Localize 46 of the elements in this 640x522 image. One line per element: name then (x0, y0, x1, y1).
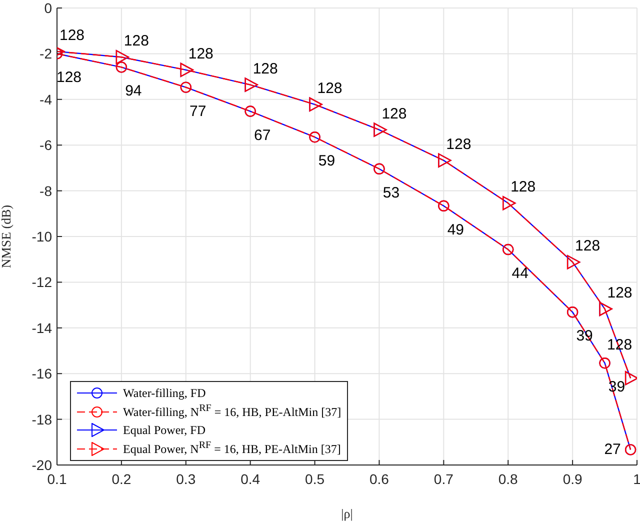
y-tick-label: -2 (40, 46, 52, 62)
annotation: 44 (512, 265, 528, 282)
x-tick-label: 0.3 (176, 470, 196, 487)
x-tick-label: 0.7 (434, 470, 454, 487)
annotation: 128 (317, 80, 342, 97)
x-tick-label: 0.9 (562, 470, 582, 487)
annotation: 128 (188, 45, 214, 62)
legend-label: Equal Power, FD (123, 422, 206, 438)
x-tick-label: 0.1 (47, 470, 67, 487)
legend-label: Water-filling, FD (123, 386, 206, 401)
annotation: 49 (447, 221, 464, 238)
annotation: 128 (510, 178, 536, 196)
y-tick-label: -10 (32, 228, 52, 244)
annotation: 128 (446, 136, 472, 153)
x-tick-label: 0.4 (240, 470, 260, 487)
annotation: 128 (607, 284, 632, 302)
annotation: 128 (56, 69, 82, 86)
x-tick-label: 0.8 (498, 470, 518, 487)
x-tick-label: 1 (633, 470, 640, 487)
y-tick-label: -6 (40, 137, 52, 154)
y-tick-label: -20 (32, 456, 52, 473)
annotation: 128 (124, 32, 149, 50)
x-tick-label: 0.6 (369, 470, 390, 487)
annotation: 94 (125, 82, 142, 100)
y-tick-label: -8 (40, 182, 52, 199)
y-tick-label: -4 (40, 91, 52, 108)
annotation: 27 (604, 441, 621, 458)
y-tick-label: -16 (32, 366, 52, 382)
y-axis-title: NMSE (dB) (0, 204, 14, 268)
annotation: 67 (254, 126, 271, 144)
annotation: 59 (318, 152, 336, 170)
annotation: 128 (382, 105, 407, 122)
annotation: 77 (190, 102, 206, 120)
legend-label: Water-filling, N$^{RF}$ = 16, HB, PE-AltMin [37] (123, 403, 342, 420)
y-tick-label: -18 (32, 411, 52, 428)
legend-label: Equal Power, N$^{RF}$ = 16, HB, PE-AltMin [37] (123, 440, 341, 458)
x-axis-title: |ρ| (341, 506, 353, 521)
annotation: 128 (59, 26, 85, 44)
x-tick-label: 0.2 (112, 470, 132, 487)
y-tick-label: 0 (44, 0, 52, 16)
y-tick-label: -12 (32, 274, 52, 290)
y-tick-label: -14 (32, 320, 52, 336)
annotation: 128 (575, 238, 600, 255)
annotation: 53 (382, 184, 400, 202)
x-tick-label: 0.5 (305, 470, 325, 487)
annotation: 128 (252, 60, 278, 78)
